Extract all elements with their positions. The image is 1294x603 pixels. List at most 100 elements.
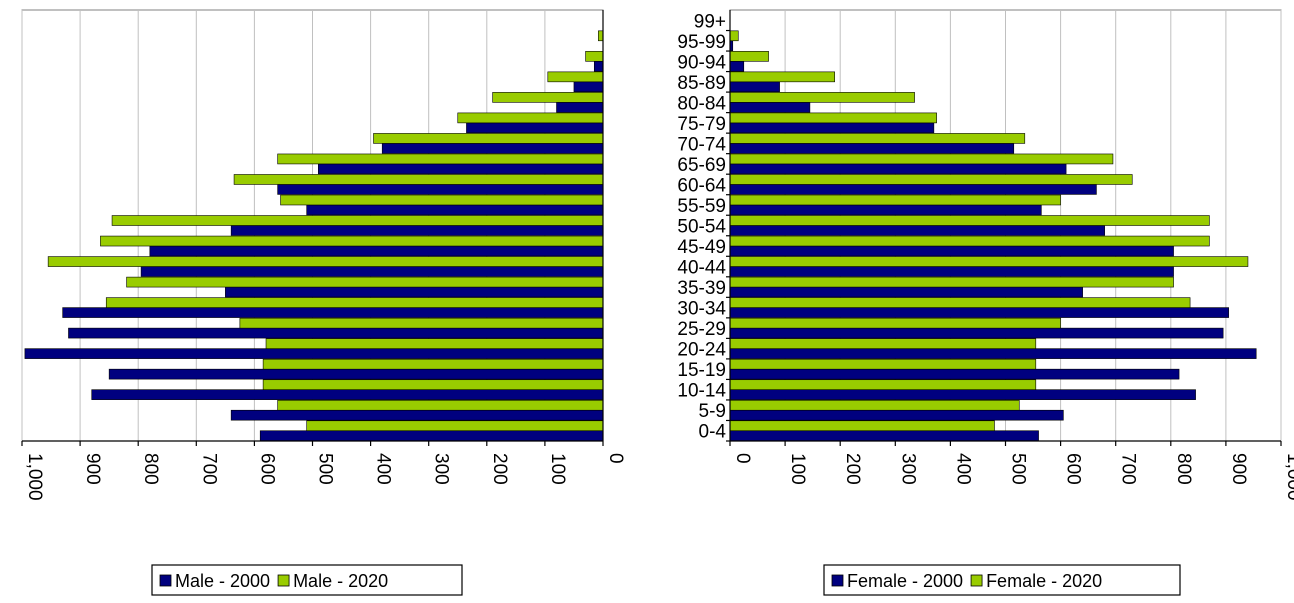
male-bar-male-2000-10-14 <box>91 389 604 400</box>
male-legend: Male - 2000 Male - 2020 <box>151 564 463 596</box>
female-bar-female-2020-25-29 <box>729 317 1061 329</box>
male-legend-swatch <box>277 574 290 587</box>
female-bar-female-2000-80-84 <box>729 102 811 113</box>
female-bar-female-2000-60-64 <box>729 184 1097 195</box>
female-x-tick-label: 600 <box>1063 453 1084 485</box>
male-bar-male-2000-85-89 <box>573 81 604 93</box>
male-bar-male-2000-55-59 <box>306 204 604 216</box>
male-bar-male-2000-75-79 <box>466 122 604 134</box>
female-bar-female-2020-10-14 <box>729 379 1037 390</box>
male-bar-male-2020-0-4 <box>306 420 604 432</box>
age-group-label: 30-34 <box>677 299 726 320</box>
female-bar-female-2020-80-84 <box>729 92 915 103</box>
male-bar-male-2020-70-74 <box>373 133 604 144</box>
female-x-tick-label: 200 <box>842 453 863 485</box>
male-legend-box <box>151 564 463 596</box>
female-bar-female-2000-35-39 <box>729 286 1083 298</box>
male-bar-male-2020-75-79 <box>457 112 604 124</box>
female-bar-female-2000-50-54 <box>729 225 1105 236</box>
female-bar-female-2000-75-79 <box>729 122 935 134</box>
male-bar-male-2000-80-84 <box>556 102 604 113</box>
male-bar-male-2000-70-74 <box>381 143 604 154</box>
age-group-label: 45-49 <box>677 237 726 258</box>
male-legend-swatch <box>159 574 172 587</box>
male-bar-male-2020-80-84 <box>492 92 604 103</box>
female-x-tick-label: 1,000 <box>1283 453 1294 501</box>
female-bar-female-2020-85-89 <box>729 71 835 83</box>
male-bar-male-2000-45-49 <box>149 245 604 257</box>
male-legend-label: Male - 2000 <box>175 571 270 591</box>
female-bar-female-2000-55-59 <box>729 204 1042 216</box>
male-bar-male-2020-35-39 <box>126 276 604 288</box>
male-bar-male-2020-90-94 <box>585 51 604 62</box>
age-group-label: 55-59 <box>677 196 726 217</box>
age-group-label: 20-24 <box>677 340 726 361</box>
age-group-labels: 0-45-910-1415-1920-2425-2930-3435-3940-4… <box>677 11 730 443</box>
male-bar-male-2020-55-59 <box>280 194 604 206</box>
female-bar-female-2020-90-94 <box>729 51 769 62</box>
female-bar-female-2000-25-29 <box>729 327 1224 339</box>
male-x-tick-label: 200 <box>489 453 510 485</box>
male-bar-male-2000-25-29 <box>68 327 604 339</box>
male-bar-male-2020-50-54 <box>111 215 604 226</box>
male-bar-male-2000-15-19 <box>108 368 604 380</box>
female-legend: Female - 2000 Female - 2020 <box>823 564 1181 596</box>
female-bar-female-2020-0-4 <box>729 420 995 432</box>
age-group-label: 90-94 <box>677 52 726 73</box>
male-bar-male-2020-95-99 <box>598 30 604 42</box>
female-bar-female-2020-65-69 <box>729 153 1114 165</box>
age-group-label: 65-69 <box>677 155 726 176</box>
female-x-tick-label: 400 <box>952 453 973 485</box>
legends: Male - 2000 Male - 2020 Female - 2000 Femal… <box>151 564 1181 596</box>
female-legend-swatch <box>831 574 844 587</box>
female-x-tick-label: 500 <box>1008 453 1029 485</box>
female-bar-female-2020-20-24 <box>729 338 1037 349</box>
male-bar-male-2000-20-24 <box>24 348 604 359</box>
male-x-tick-label: 800 <box>140 453 161 485</box>
age-group-label: 35-39 <box>677 278 726 299</box>
female-bar-female-2000-5-9 <box>729 409 1064 421</box>
age-group-label: 85-89 <box>677 73 726 94</box>
male-bar-male-2020-85-89 <box>547 71 604 83</box>
female-bar-female-2000-65-69 <box>729 163 1067 175</box>
age-group-label: 5-9 <box>699 401 726 422</box>
age-group-label: 80-84 <box>677 93 726 114</box>
female-x-tick-label: 300 <box>897 453 918 485</box>
female-bar-female-2020-75-79 <box>729 112 937 124</box>
age-group-label: 25-29 <box>677 319 726 340</box>
male-bar-male-2020-30-34 <box>105 297 604 308</box>
male-bar-male-2000-5-9 <box>230 409 604 421</box>
male-x-tick-label: 1,000 <box>24 453 45 501</box>
female-bar-female-2000-15-19 <box>729 368 1180 380</box>
male-bar-male-2020-45-49 <box>100 235 604 247</box>
female-bar-female-2000-85-89 <box>729 81 780 93</box>
female-bar-female-2020-15-19 <box>729 358 1037 370</box>
female-bar-female-2020-50-54 <box>729 215 1210 226</box>
female-chart: 0 100 200 300 400 500 600 700 800 900 1,000 <box>729 9 1294 501</box>
age-group-label: 40-44 <box>677 258 726 279</box>
female-bar-female-2000-90-94 <box>729 61 745 72</box>
male-bar-male-2000-50-54 <box>230 225 604 236</box>
female-bar-female-2000-30-34 <box>729 307 1229 318</box>
female-bar-female-2020-60-64 <box>729 174 1133 185</box>
male-bar-male-2020-25-29 <box>239 317 604 329</box>
female-legend-label: Female - 2020 <box>986 571 1102 591</box>
female-bar-female-2000-70-74 <box>729 143 1015 154</box>
female-bar-female-2020-5-9 <box>729 399 1020 411</box>
female-legend-box <box>823 564 1181 596</box>
male-x-tick-label: 500 <box>315 453 336 485</box>
male-bar-male-2000-65-69 <box>318 163 604 175</box>
male-x-tick-label: 300 <box>431 453 452 485</box>
male-bar-male-2000-40-44 <box>140 266 604 277</box>
age-group-label: 0-4 <box>699 422 727 443</box>
female-bar-female-2020-40-44 <box>729 256 1249 267</box>
male-bar-male-2000-30-34 <box>62 307 604 318</box>
male-bar-male-2020-60-64 <box>233 174 604 185</box>
male-x-tick-label: 700 <box>198 453 219 485</box>
age-group-label: 60-64 <box>677 175 726 196</box>
male-bar-male-2000-90-94 <box>593 61 604 72</box>
age-group-label: 50-54 <box>677 217 726 238</box>
male-bar-male-2020-20-24 <box>265 338 604 349</box>
male-bar-male-2020-5-9 <box>277 399 604 411</box>
